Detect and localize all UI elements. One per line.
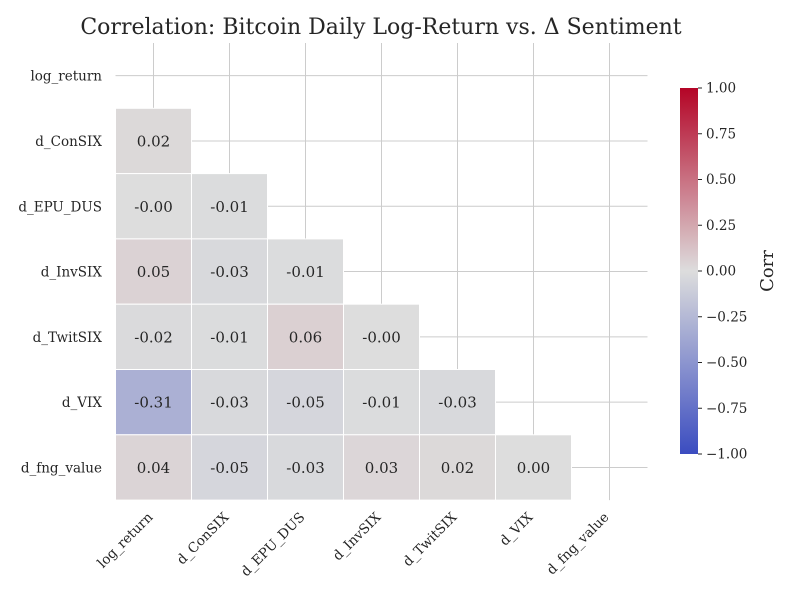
cell-value-label: -0.31: [134, 394, 172, 412]
heatmap-cell: [267, 238, 344, 305]
y-tick-label: d_VIX: [62, 395, 102, 411]
heatmap-cell: [191, 434, 268, 501]
x-tick-label: d_fng_value: [544, 510, 613, 579]
x-tick-label: d_VIX: [497, 509, 537, 549]
cell-value-label: -0.05: [210, 459, 248, 477]
colorbar-tick-label: 0.25: [706, 218, 736, 234]
heatmap-cell: [191, 369, 268, 436]
cell-value-label: 0.03: [365, 459, 398, 477]
cell-value-label: -0.01: [210, 328, 248, 346]
colorbar-tick-label: 0.75: [706, 126, 736, 142]
colorbar-tick-label: 0.50: [706, 172, 736, 188]
heatmap-cell: [191, 303, 268, 371]
colorbar: 1.00 0.75 0.50 0.25 0.00 −0.25 −0.50 −0.75 −1.00…: [680, 81, 778, 463]
x-tick-label: d_TwitSIX: [400, 509, 461, 570]
x-tick-label: d_ConSIX: [174, 509, 233, 568]
x-tick-label: d_EPU_DUS: [238, 510, 308, 580]
cell-value-label: -0.01: [286, 263, 324, 281]
x-tick-label: log_return: [94, 509, 156, 571]
cell-value-label: -0.03: [286, 459, 324, 477]
heatmap-cells: 0.02 -0.00 -0.01 0.05 -0.03 -0.01 -0.02 -0.01 0.…: [115, 107, 572, 501]
cell-value-label: 0.06: [289, 328, 322, 346]
cell-value-label: -0.03: [210, 263, 248, 281]
heatmap-cell: [419, 369, 496, 436]
colorbar-tick-label: −1.00: [706, 447, 747, 463]
colorbar-tick-label: 1.00: [706, 81, 736, 97]
cell-value-label: -0.05: [286, 394, 324, 412]
heatmap-cell: [419, 434, 496, 501]
heatmap-cell: [115, 303, 192, 371]
cell-value-label: 0.04: [137, 459, 170, 477]
cell-value-label: -0.01: [210, 198, 248, 216]
chart-title: Correlation: Bitcoin Daily Log-Return vs…: [80, 15, 681, 40]
cell-value-label: -0.03: [210, 394, 248, 412]
cell-value-label: -0.01: [362, 394, 400, 412]
colorbar-tick-label: −0.25: [706, 309, 747, 325]
colorbar-gradient: [680, 88, 698, 454]
heatmap-cell: [343, 303, 420, 371]
x-tick-label: d_InvSIX: [330, 509, 385, 564]
y-tick-label: d_TwitSIX: [33, 330, 103, 346]
y-tick-label: d_ConSIX: [35, 134, 102, 150]
colorbar-tick-label: −0.50: [706, 355, 747, 371]
cell-value-label: 0.00: [517, 459, 550, 477]
colorbar-tick-label: 0.00: [706, 264, 736, 280]
heatmap-cell: [115, 107, 192, 175]
cell-value-label: -0.00: [134, 198, 172, 216]
heatmap-cell: [267, 434, 344, 501]
heatmap-cell: [191, 173, 268, 240]
cell-value-label: 0.05: [137, 263, 170, 281]
y-tick-label: d_EPU_DUS: [18, 199, 102, 215]
heatmap-cell: [495, 434, 572, 501]
cell-value-label: 0.02: [441, 459, 474, 477]
heatmap-cell: [115, 369, 192, 436]
cell-value-label: -0.00: [362, 328, 400, 346]
heatmap-cell: [267, 303, 344, 371]
y-tick-label: d_InvSIX: [41, 265, 103, 281]
heatmap-cell: [115, 434, 192, 501]
colorbar-tick-label: −0.75: [706, 401, 747, 417]
y-tick-label: log_return: [30, 69, 102, 85]
colorbar-title: Corr: [757, 250, 778, 292]
y-tick-label: d_fng_value: [21, 460, 102, 476]
cell-value-label: -0.02: [134, 328, 172, 346]
cell-value-label: -0.03: [438, 394, 476, 412]
cell-value-label: 0.02: [137, 132, 170, 150]
